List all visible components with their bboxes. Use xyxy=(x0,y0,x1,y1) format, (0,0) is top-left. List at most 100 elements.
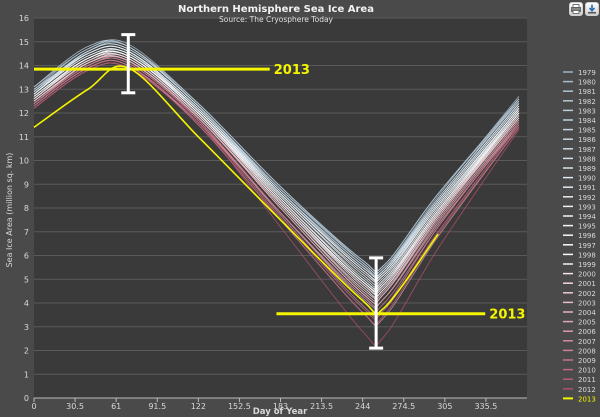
legend-label: 2000 xyxy=(578,271,596,279)
y-tick-label: 2 xyxy=(24,347,29,356)
y-axis-label: Sea Ice Area (million sq. km) xyxy=(5,153,14,268)
x-tick-label: 0 xyxy=(31,402,36,411)
legend-label: 1996 xyxy=(578,232,596,240)
y-tick-label: 16 xyxy=(19,14,29,23)
legend-item-2000[interactable]: 2000 xyxy=(563,271,596,279)
legend-item-1979[interactable]: 1979 xyxy=(563,69,596,77)
legend-item-2011[interactable]: 2011 xyxy=(563,376,596,384)
legend-label: 2006 xyxy=(578,328,596,336)
series-line-2012 xyxy=(33,62,520,347)
legend-item-2008[interactable]: 2008 xyxy=(563,347,596,355)
y-tick-label: 12 xyxy=(19,109,29,118)
legend-item-1980[interactable]: 1980 xyxy=(563,79,596,87)
legend-item-2001[interactable]: 2001 xyxy=(563,280,596,288)
legend-label: 1997 xyxy=(578,242,596,250)
legend-label: 2005 xyxy=(578,319,596,327)
y-tick-label: 9 xyxy=(24,180,29,189)
print-button[interactable] xyxy=(569,2,583,16)
legend-item-2010[interactable]: 2010 xyxy=(563,367,596,375)
y-tick-label: 11 xyxy=(19,133,29,142)
legend-label: 1990 xyxy=(578,175,596,183)
y-tick-label: 7 xyxy=(24,228,29,237)
legend-item-2002[interactable]: 2002 xyxy=(563,290,596,298)
legend-item-1989[interactable]: 1989 xyxy=(563,165,596,173)
legend-label: 1984 xyxy=(578,117,596,125)
y-tick-label: 5 xyxy=(24,275,29,284)
y-tick-label: 1 xyxy=(24,370,29,379)
legend-item-1981[interactable]: 1981 xyxy=(563,88,596,96)
y-tick-label: 3 xyxy=(24,323,29,332)
legend-item-2003[interactable]: 2003 xyxy=(563,299,596,307)
legend-item-2004[interactable]: 2004 xyxy=(563,309,596,317)
legend-label: 1988 xyxy=(578,155,596,163)
legend-label: 1991 xyxy=(578,184,596,192)
legend-item-1993[interactable]: 1993 xyxy=(563,203,596,211)
legend-item-2009[interactable]: 2009 xyxy=(563,357,596,365)
print-icon xyxy=(571,4,581,14)
y-tick-label: 14 xyxy=(19,62,29,71)
legend-item-1988[interactable]: 1988 xyxy=(563,155,596,163)
x-tick-label: 152.5 xyxy=(228,402,251,411)
x-axis-label: Day of Year xyxy=(253,407,308,417)
legend-item-2005[interactable]: 2005 xyxy=(563,319,596,327)
legend-label: 1994 xyxy=(578,213,596,221)
y-tick-label: 6 xyxy=(24,252,29,261)
y-tick-label: 0 xyxy=(24,394,29,403)
series-line-2003 xyxy=(33,55,520,302)
legend-item-1990[interactable]: 1990 xyxy=(563,175,596,183)
x-tick-label: 335.5 xyxy=(474,402,497,411)
legend-item-1997[interactable]: 1997 xyxy=(563,242,596,250)
legend-item-1994[interactable]: 1994 xyxy=(563,213,596,221)
legend-item-1991[interactable]: 1991 xyxy=(563,184,596,192)
legend-label: 1999 xyxy=(578,261,596,269)
legend-item-1986[interactable]: 1986 xyxy=(563,136,596,144)
legend-item-1983[interactable]: 1983 xyxy=(563,107,596,115)
export-button[interactable] xyxy=(585,2,599,16)
annotation-label-2: 2013 xyxy=(489,308,525,323)
legend-item-1984[interactable]: 1984 xyxy=(563,117,596,125)
series-line-2001 xyxy=(33,52,520,295)
legend-label: 1993 xyxy=(578,203,596,211)
legend-label: 1979 xyxy=(578,69,596,77)
legend-item-1996[interactable]: 1996 xyxy=(563,232,596,240)
download-icon xyxy=(588,4,596,14)
y-tick-label: 10 xyxy=(19,157,29,166)
legend-label: 2007 xyxy=(578,338,596,346)
legend-item-1992[interactable]: 1992 xyxy=(563,194,596,202)
legend-item-1987[interactable]: 1987 xyxy=(563,146,596,154)
x-tick-label: 213.5 xyxy=(310,402,333,411)
legend-item-1999[interactable]: 1999 xyxy=(563,261,596,269)
legend-label: 2002 xyxy=(578,290,596,298)
legend-item-2007[interactable]: 2007 xyxy=(563,338,596,346)
y-tick-label: 15 xyxy=(19,38,29,47)
legend-label: 2013 xyxy=(578,395,596,403)
series-line-2004 xyxy=(33,56,520,304)
x-tick-label: 30.5 xyxy=(66,402,84,411)
series-line-2009 xyxy=(33,57,520,313)
legend-label: 2001 xyxy=(578,280,596,288)
y-tick-label: 8 xyxy=(24,204,29,213)
legend-item-1995[interactable]: 1995 xyxy=(563,223,596,231)
legend-item-2012[interactable]: 2012 xyxy=(563,386,596,394)
legend-label: 1995 xyxy=(578,223,596,231)
x-tick-label: 274.5 xyxy=(392,402,415,411)
legend-label: 2012 xyxy=(578,386,596,394)
legend-item-2013[interactable]: 2013 xyxy=(563,395,596,403)
x-tick-label: 122 xyxy=(191,402,206,411)
annotation-label-1: 2013 xyxy=(274,63,310,78)
legend-item-1982[interactable]: 1982 xyxy=(563,98,596,106)
legend-item-2006[interactable]: 2006 xyxy=(563,328,596,336)
legend-label: 2009 xyxy=(578,357,596,365)
range-bar-2 xyxy=(369,256,384,350)
chart-title: Northern Hemisphere Sea Ice Area xyxy=(178,4,374,15)
legend-item-1998[interactable]: 1998 xyxy=(563,251,596,259)
legend-label: 1989 xyxy=(578,165,596,173)
legend-label: 1987 xyxy=(578,146,596,154)
series-line-2010 xyxy=(33,60,520,320)
legend-item-1985[interactable]: 1985 xyxy=(563,127,596,135)
x-tick-label: 91.5 xyxy=(148,402,166,411)
legend-label: 2003 xyxy=(578,299,596,307)
legend-label: 2004 xyxy=(578,309,596,317)
